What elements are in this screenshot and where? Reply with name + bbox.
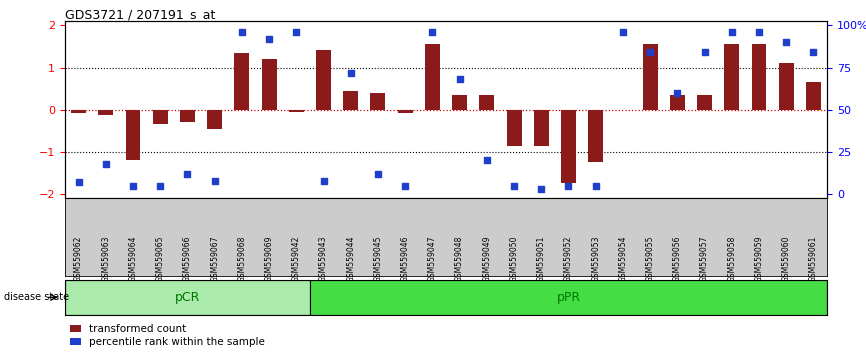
Bar [235,53,249,110]
Text: disease state: disease state [4,292,69,302]
Point [344,70,358,75]
Bar [588,110,603,162]
Bar [452,95,467,110]
Bar [343,91,359,110]
Point [453,76,467,82]
Point [507,183,521,188]
Bar [533,110,549,145]
Bar [752,44,766,110]
Point [534,186,548,192]
Point [72,179,86,185]
Point [670,90,684,96]
Bar [806,82,821,110]
Point [126,183,140,188]
Point [698,50,712,55]
Bar [561,110,576,183]
Point [371,171,385,177]
Bar [71,110,86,113]
Point [398,183,412,188]
Point [235,29,249,35]
Bar [371,93,385,110]
Bar [397,110,412,113]
Bar [425,44,440,110]
Legend: transformed count, percentile rank within the sample: transformed count, percentile rank withi… [70,324,265,347]
Point [180,171,194,177]
Point [480,158,494,163]
Text: GDS3721 / 207191_s_at: GDS3721 / 207191_s_at [65,8,216,21]
Text: pPR: pPR [556,291,580,304]
Point [806,50,820,55]
Point [561,183,575,188]
Bar [126,110,140,160]
Point [589,183,603,188]
Text: pCR: pCR [175,291,200,304]
Point [153,183,167,188]
Bar [669,95,685,110]
Point [616,29,630,35]
Bar [507,110,521,145]
Bar [288,110,304,112]
Bar [152,110,168,125]
Point [289,29,303,35]
Point [262,36,276,42]
Bar [180,110,195,121]
Bar [643,44,657,110]
Point [779,40,793,45]
Point [725,29,739,35]
Point [99,161,113,166]
Bar [779,63,793,110]
Point [752,29,766,35]
Bar [207,110,222,129]
Bar [98,110,113,115]
Bar [697,95,712,110]
Bar [479,95,494,110]
Point [317,178,331,183]
Bar [262,59,276,110]
Bar [65,280,310,315]
Bar [310,280,827,315]
Bar [316,50,331,110]
Bar [724,44,740,110]
Point [643,50,657,55]
Point [425,29,439,35]
Point [208,178,222,183]
